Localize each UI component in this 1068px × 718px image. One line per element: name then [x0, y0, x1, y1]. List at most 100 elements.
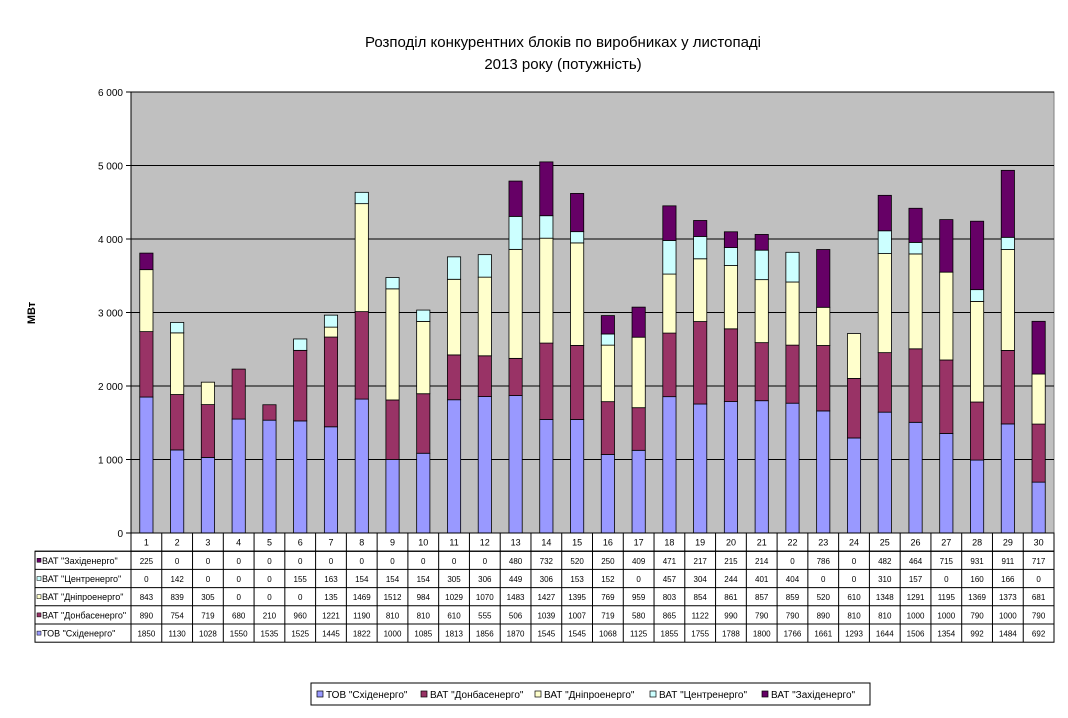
- bar-segment: [754, 400, 769, 534]
- data-label: 984: [417, 593, 431, 602]
- x-tick-label: 16: [603, 538, 613, 548]
- data-label: 152: [601, 575, 615, 584]
- bar-segment: [600, 333, 615, 346]
- data-label: 1039: [537, 611, 555, 620]
- bar-segment: [293, 338, 308, 351]
- table-legend-key: [36, 612, 42, 618]
- bar-segment: [723, 328, 738, 402]
- y-tick-label: 5 000: [98, 162, 123, 173]
- x-tick-label: 18: [664, 538, 674, 548]
- data-label: 732: [540, 557, 554, 566]
- table-series-label: ВАТ "Центренерго": [42, 574, 121, 584]
- data-label: 0: [790, 557, 795, 566]
- data-label: 810: [417, 611, 431, 620]
- data-label: 142: [170, 575, 184, 584]
- bar-segment: [231, 368, 246, 420]
- data-label: 610: [447, 611, 461, 620]
- data-label: 859: [786, 593, 800, 602]
- legend-swatch: [649, 690, 657, 698]
- data-label: 1525: [291, 630, 309, 639]
- bar-segment: [385, 277, 400, 290]
- data-label: 0: [944, 575, 949, 584]
- bar-segment: [908, 253, 923, 350]
- data-label: 790: [1032, 611, 1046, 620]
- data-label: 306: [478, 575, 492, 584]
- x-tick-label: 19: [695, 538, 705, 548]
- bar-segment: [323, 314, 338, 328]
- x-tick-label: 26: [911, 538, 921, 548]
- data-label: 215: [724, 557, 738, 566]
- bar-segment: [754, 342, 769, 402]
- bar-segment: [939, 219, 954, 273]
- bar-segment: [570, 242, 585, 346]
- data-label: 1535: [261, 630, 279, 639]
- data-label: 154: [417, 575, 431, 584]
- data-label: 1850: [137, 630, 155, 639]
- data-label: 810: [386, 611, 400, 620]
- data-label: 719: [201, 611, 215, 620]
- bar-segment: [908, 348, 923, 423]
- data-label: 1545: [537, 630, 555, 639]
- bar-segment: [354, 311, 369, 400]
- data-label: 931: [970, 557, 984, 566]
- data-label: 1856: [476, 630, 494, 639]
- x-tick-label: 22: [787, 538, 797, 548]
- x-tick-label: 12: [480, 538, 490, 548]
- data-label: 457: [663, 575, 677, 584]
- data-label: 1506: [907, 630, 925, 639]
- bar-segment: [570, 193, 585, 233]
- data-label: 0: [360, 557, 365, 566]
- data-label: 1195: [938, 593, 956, 602]
- x-tick-label: 4: [236, 538, 241, 548]
- data-label: 0: [206, 575, 211, 584]
- bar-segment: [200, 381, 215, 405]
- bar-segment: [816, 410, 831, 534]
- data-label: 911: [1001, 557, 1014, 566]
- data-label: 790: [970, 611, 984, 620]
- bar-segment: [970, 289, 985, 302]
- data-label: 1550: [230, 630, 248, 639]
- y-tick-label: 3 000: [98, 309, 123, 320]
- data-label: 1130: [169, 630, 187, 639]
- bar-segment: [785, 344, 800, 404]
- data-label: 160: [970, 575, 984, 584]
- bar-segment: [508, 357, 523, 396]
- data-label: 843: [140, 593, 154, 602]
- bar-segment: [570, 345, 585, 420]
- y-tick-label: 2 000: [98, 382, 123, 393]
- data-label: 1395: [568, 593, 586, 602]
- bar-segment: [139, 269, 154, 333]
- data-label: 250: [601, 557, 615, 566]
- data-label: 1293: [845, 630, 863, 639]
- bar-segment: [416, 309, 431, 322]
- bar-segment: [631, 449, 646, 534]
- data-label: 692: [1032, 630, 1046, 639]
- data-label: 1029: [445, 593, 463, 602]
- data-label: 839: [170, 593, 184, 602]
- data-label: 990: [724, 611, 738, 620]
- data-label: 244: [724, 575, 738, 584]
- data-label: 1291: [907, 593, 925, 602]
- x-tick-label: 24: [849, 538, 859, 548]
- bar-segment: [754, 249, 769, 281]
- data-label: 810: [847, 611, 861, 620]
- data-label: 464: [909, 557, 923, 566]
- data-label: 1445: [322, 630, 340, 639]
- data-label: 1221: [322, 611, 340, 620]
- chart-title: Розподіл конкурентних блоків по виробник…: [365, 34, 761, 73]
- data-label: 0: [452, 557, 457, 566]
- bar-segment: [416, 452, 431, 534]
- bar-segment: [693, 258, 708, 322]
- x-tick-label: 8: [359, 538, 364, 548]
- bar-segment: [877, 194, 892, 232]
- data-label: 680: [232, 611, 246, 620]
- bar-segment: [570, 231, 585, 244]
- data-label: 890: [140, 611, 154, 620]
- data-label: 0: [236, 593, 241, 602]
- bar-segment: [877, 230, 892, 254]
- data-label: 786: [817, 557, 831, 566]
- bar-segment: [600, 344, 615, 403]
- data-label: 1369: [968, 593, 986, 602]
- data-label: 715: [940, 557, 954, 566]
